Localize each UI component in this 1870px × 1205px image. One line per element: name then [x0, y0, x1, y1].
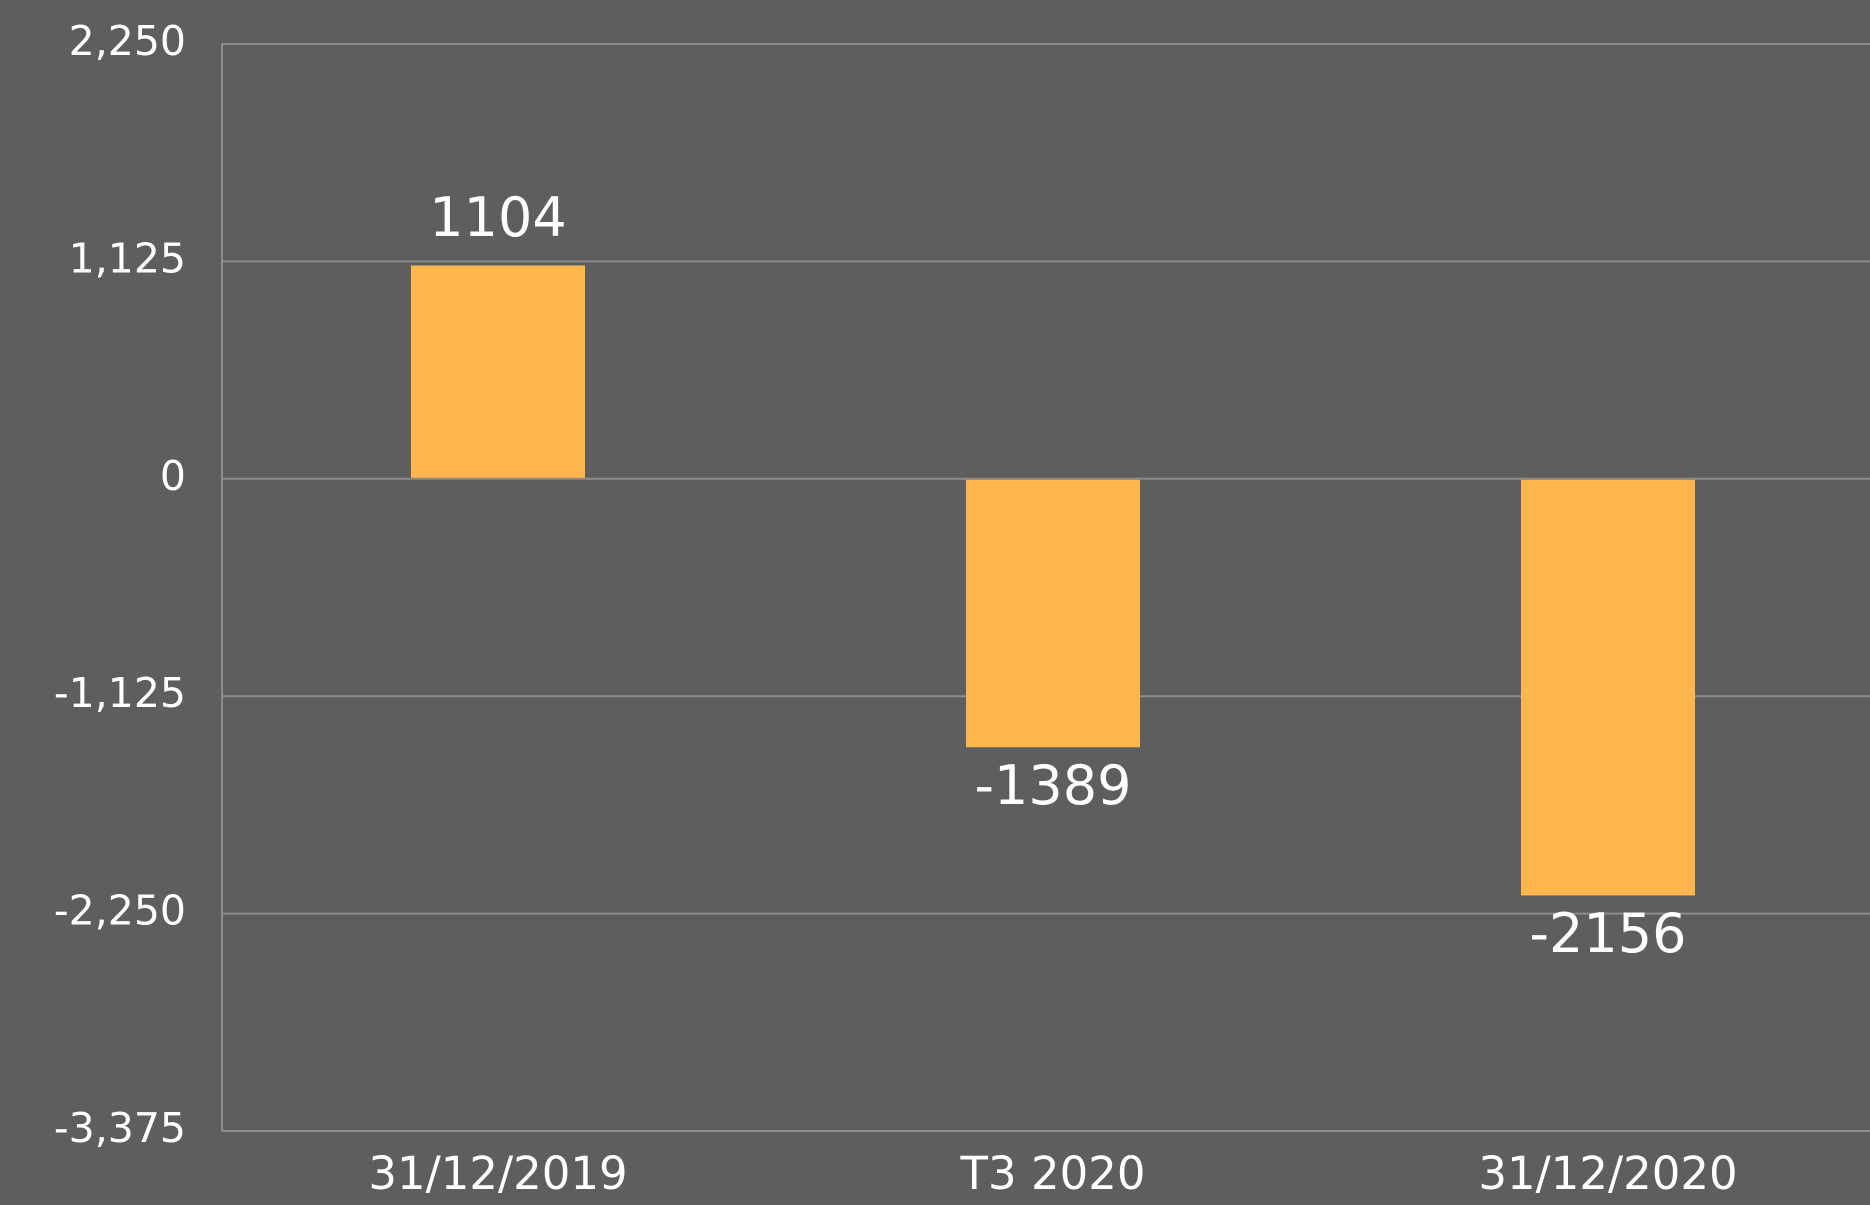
bar: [1521, 479, 1695, 896]
bar: [411, 265, 585, 478]
y-tick-label: 2,250: [69, 17, 186, 65]
x-tick-label: 31/12/2019: [368, 1147, 627, 1200]
y-tick-label: -3,375: [54, 1104, 186, 1152]
x-tick-label: 31/12/2020: [1478, 1147, 1737, 1200]
y-tick-label: 0: [160, 452, 186, 500]
data-label: 1104: [429, 186, 566, 249]
y-tick-label: 1,125: [69, 234, 186, 282]
x-tick-label: T3 2020: [960, 1147, 1146, 1200]
bar: [966, 479, 1140, 748]
data-label: -1389: [975, 754, 1132, 817]
data-label: -2156: [1530, 902, 1687, 965]
y-tick-label: -2,250: [54, 887, 186, 935]
y-tick-label: -1,125: [54, 669, 186, 717]
